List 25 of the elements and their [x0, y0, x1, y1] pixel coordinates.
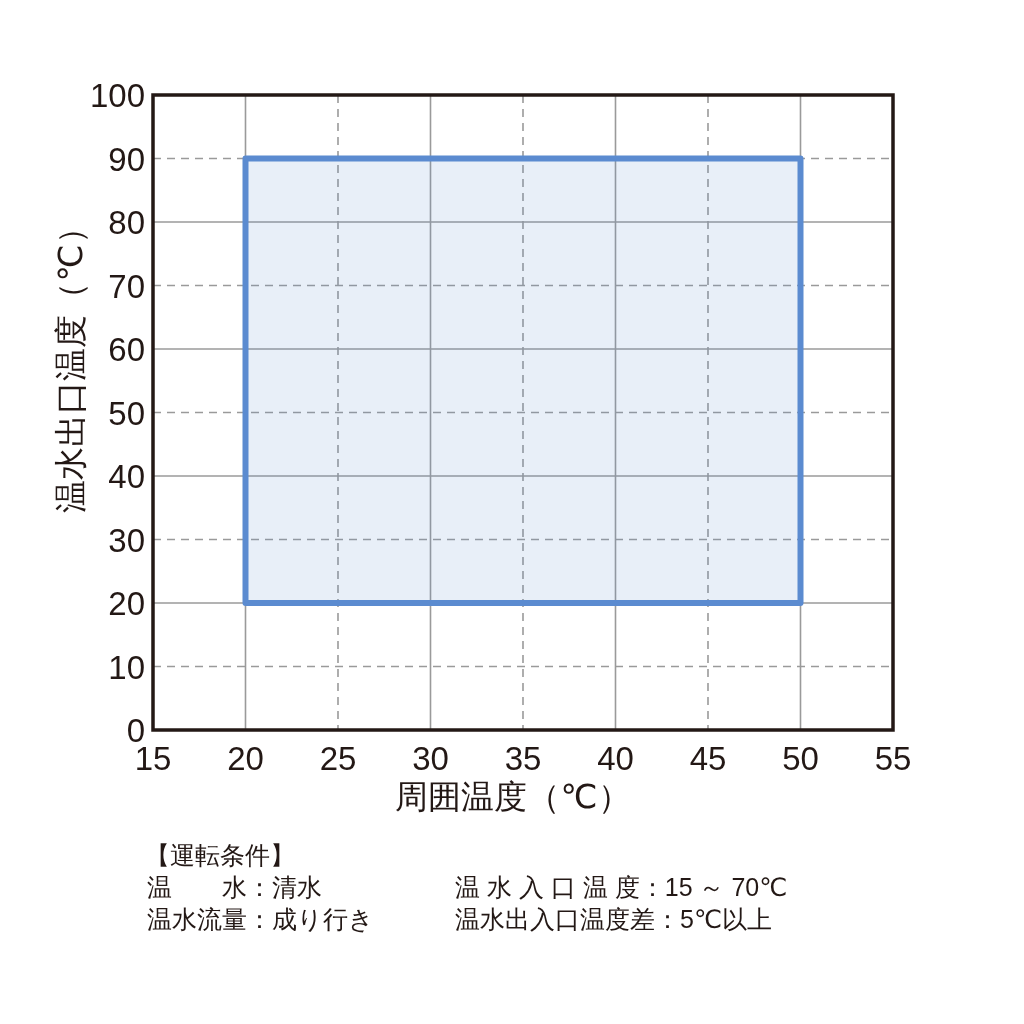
y-tick-label: 50	[108, 394, 145, 432]
x-tick-label: 20	[227, 740, 264, 777]
text: 温 水：清水	[147, 873, 322, 901]
y-tick-label: 40	[108, 458, 145, 495]
x-axis-title: 周囲温度（℃）	[395, 778, 631, 815]
x-tick-label: 40	[597, 740, 634, 777]
x-tick-label: 25	[319, 740, 357, 777]
y-axis-title: 温水出口温度（℃）	[52, 211, 89, 513]
y-tick-label: 30	[108, 521, 145, 559]
y-tick-label: 100	[89, 77, 145, 114]
x-tick-label: 50	[782, 740, 819, 777]
y-tick-label: 10	[108, 648, 145, 686]
y-tick-label: 80	[108, 204, 145, 241]
y-tick-label: 20	[108, 585, 145, 622]
x-tick-label: 55	[874, 740, 912, 777]
text: 【運転条件】	[145, 841, 295, 869]
x-tick-label: 35	[504, 740, 542, 777]
x-tick-label: 30	[412, 740, 449, 777]
text: 温水出入口温度差：5℃以上	[455, 905, 772, 933]
y-tick-label: 70	[108, 267, 145, 305]
text: 温水流量：成り行き	[147, 905, 374, 933]
y-tick-label: 60	[108, 331, 145, 368]
x-tick-label: 45	[689, 740, 727, 777]
text: 温 水 入 口 温 度：15 ～ 70℃	[455, 873, 788, 901]
y-tick-label: 90	[108, 140, 145, 178]
